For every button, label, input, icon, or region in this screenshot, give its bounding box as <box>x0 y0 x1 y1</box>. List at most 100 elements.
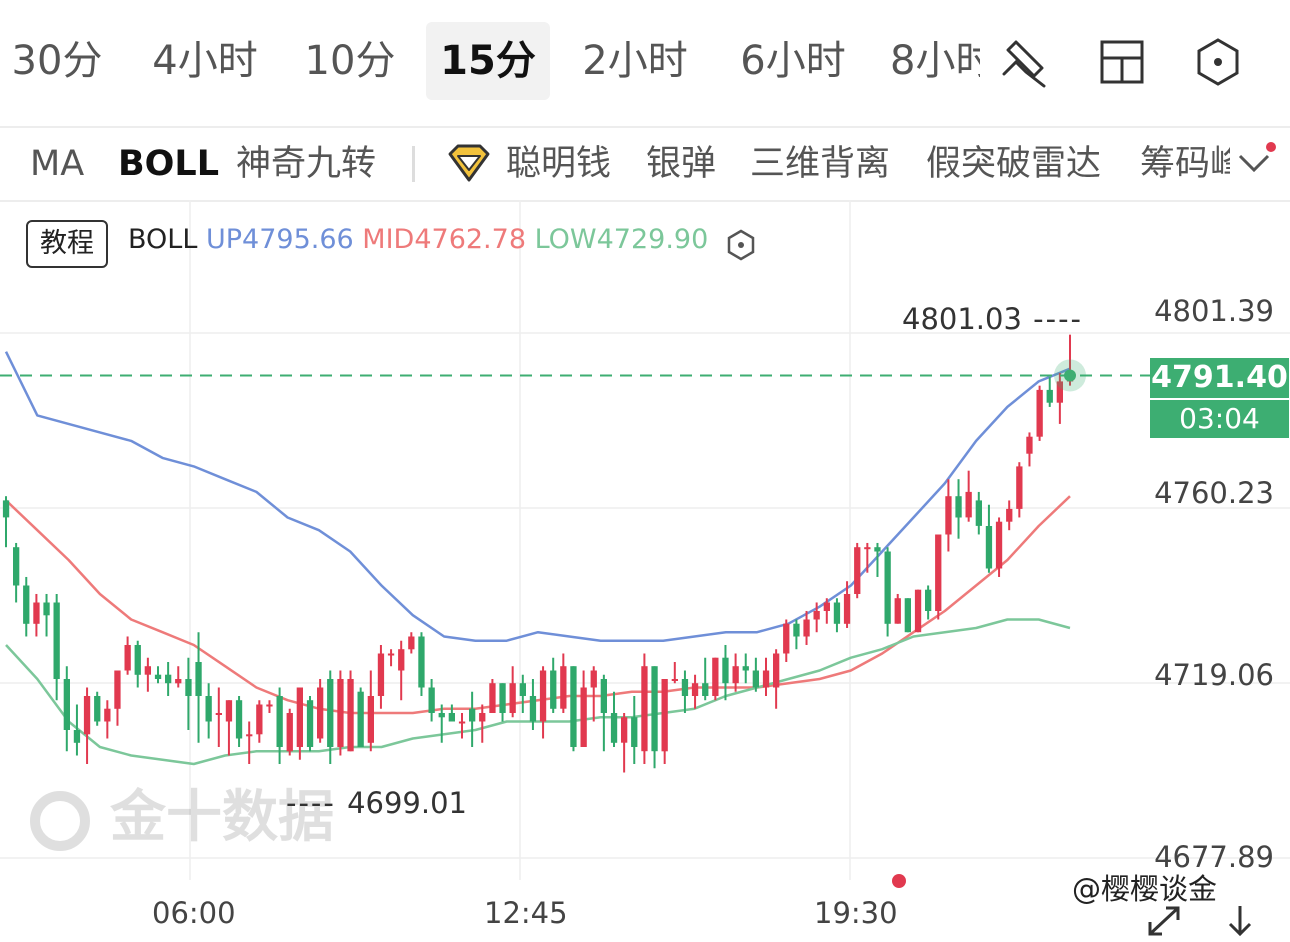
indicator-3d-divergence[interactable]: 三维背离 <box>750 144 891 184</box>
period-4h[interactable]: 4小时 <box>152 38 258 84</box>
tutorial-button[interactable]: 教程 <box>26 220 108 268</box>
indicator-chip-peak[interactable]: 筹码峰 <box>1140 128 1230 200</box>
candle-body <box>752 670 759 688</box>
period-15min[interactable]: 15分 <box>426 22 550 100</box>
candle-body <box>489 683 496 713</box>
candle-body <box>266 704 273 707</box>
boll-upper-line <box>4 351 1071 642</box>
candle-body <box>357 691 364 747</box>
period-2h[interactable]: 2小时 <box>582 38 688 84</box>
candle-body <box>783 623 790 654</box>
y-tick-label: 4760.23 <box>1154 476 1274 510</box>
candle-body <box>1026 436 1033 454</box>
candle-body <box>63 679 70 730</box>
indicator-magic-nine[interactable]: 神奇九转 <box>236 144 377 184</box>
candle-body <box>854 547 861 594</box>
indicator-smart-money[interactable]: 聪明钱 <box>506 144 612 184</box>
hexagon-settings-icon[interactable] <box>724 228 758 262</box>
candle-body <box>955 496 962 518</box>
candle-body <box>803 619 810 637</box>
candle-body <box>256 704 263 735</box>
chevron-down-icon[interactable] <box>1236 148 1272 178</box>
candle-body <box>94 696 101 722</box>
candle-body <box>337 679 344 747</box>
candle-body <box>408 636 415 650</box>
draw-tool-icon[interactable] <box>998 34 1054 90</box>
period-10min[interactable]: 10分 <box>304 38 396 84</box>
candle-body <box>884 551 891 624</box>
layout-grid-icon[interactable] <box>1094 34 1150 90</box>
candle-body <box>367 696 374 743</box>
candle-body <box>479 713 486 722</box>
boll-mid-line <box>5 495 1071 715</box>
boll-legend: BOLL UP4795.66 MID4762.78 LOW4729.90 <box>128 224 708 255</box>
candle-body <box>1006 508 1013 522</box>
period-8h[interactable]: 8小时 <box>890 22 980 100</box>
candle-body <box>529 696 537 722</box>
high-annotation: 4801.03 ---- <box>902 302 1084 336</box>
candle-body <box>610 713 618 743</box>
legend-low: LOW4729.90 <box>534 224 709 255</box>
candle-body <box>702 683 709 696</box>
candle-body <box>104 708 111 722</box>
candle-body <box>793 623 800 637</box>
legend-mid: MID4762.78 <box>362 224 526 255</box>
candle-body <box>53 602 60 679</box>
candle-body <box>651 666 658 752</box>
candle-body <box>904 598 911 633</box>
candle-countdown: 03:04 <box>1150 400 1289 438</box>
candle-body <box>641 666 648 752</box>
candle-body <box>144 666 151 675</box>
watermark-logo: 金十数据 <box>30 772 334 853</box>
candle-body <box>276 696 283 747</box>
last-price-tag: 4791.40 <box>1150 358 1289 398</box>
candle-body <box>205 696 212 722</box>
candle-body <box>215 713 222 715</box>
candle-body <box>83 696 91 735</box>
period-8h-label: 8小时 <box>890 38 980 84</box>
candle-body <box>945 496 952 535</box>
indicator-divider <box>412 146 415 182</box>
candle-body <box>458 721 466 724</box>
legend-up: UP4795.66 <box>205 224 354 255</box>
settings-hexagon-icon[interactable] <box>1190 34 1246 90</box>
candle-body <box>306 700 314 747</box>
candle-body <box>874 547 881 552</box>
candle-body <box>438 713 445 718</box>
low-annotation: ---- 4699.01 <box>286 786 468 820</box>
candle-body <box>985 526 993 569</box>
candle-body <box>1056 381 1063 403</box>
event-dot[interactable] <box>892 874 906 888</box>
indicator-boll[interactable]: BOLL <box>118 144 220 184</box>
candle-body <box>681 679 689 696</box>
candle-body <box>509 683 516 713</box>
period-6h[interactable]: 6小时 <box>740 38 846 84</box>
candle-body <box>175 679 182 684</box>
indicator-false-breakout[interactable]: 假突破雷达 <box>926 144 1102 184</box>
candle-body <box>327 679 334 747</box>
candle-body <box>33 602 40 624</box>
candle-body <box>1046 389 1053 403</box>
candle-body <box>914 589 922 633</box>
source-watermark: @樱樱谈金 <box>1072 872 1218 906</box>
indicator-ma[interactable]: MA <box>30 144 85 184</box>
candle-body <box>225 700 233 722</box>
candle-body <box>246 734 253 737</box>
candle-body <box>317 687 324 739</box>
period-30min[interactable]: 30分 <box>11 38 103 84</box>
candle-body <box>154 674 162 679</box>
candle-body <box>286 713 293 752</box>
indicator-silver-bullet[interactable]: 银弹 <box>646 144 717 184</box>
candle-body <box>43 602 50 616</box>
indicator-chip-peak-label: 筹码峰 <box>1140 144 1230 184</box>
chart-area[interactable] <box>0 200 1290 942</box>
candle-body <box>631 717 638 747</box>
candle-body <box>185 679 192 696</box>
candle-body <box>975 500 982 526</box>
legend-name: BOLL <box>128 224 198 255</box>
candle-body <box>935 534 942 611</box>
expand-icon[interactable] <box>1144 904 1184 940</box>
download-icon[interactable] <box>1224 902 1256 940</box>
candle-body <box>499 683 506 713</box>
candle-body <box>813 611 820 620</box>
